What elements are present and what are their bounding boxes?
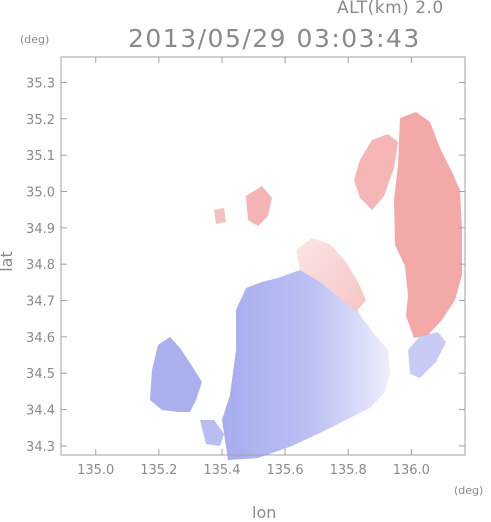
y-tick-label: 35.1 (26, 149, 55, 164)
y-tick-label: 34.7 (26, 295, 55, 310)
red-echo-north (354, 134, 398, 210)
x-tick-label: 136.0 (393, 463, 430, 478)
x-tick-label: 135.2 (140, 463, 177, 478)
timestamp: 2013/05/29 03:03:43 (128, 24, 421, 53)
y-tick-marks: 35.3 35.2 35.1 35.0 34.9 34.8 34.7 34.6 34.5 34.4… (26, 76, 465, 455)
y-tick-label: 35.0 (26, 185, 55, 200)
y-tick-label: 35.2 (26, 113, 55, 128)
red-echo-center (296, 238, 366, 312)
x-unit-label: (deg) (454, 484, 484, 497)
red-echo-small (246, 186, 272, 226)
x-tick-label: 135.8 (330, 463, 367, 478)
red-echo-crescent (394, 112, 462, 338)
y-tick-label: 34.6 (26, 331, 55, 346)
blue-echo-main (222, 268, 390, 460)
velocity-field (150, 112, 462, 460)
blue-echo-west (150, 337, 202, 412)
plot-frame (60, 56, 466, 456)
y-tick-label: 34.4 (26, 404, 55, 419)
x-tick-label: 135.0 (77, 463, 114, 478)
y-tick-label: 35.3 (26, 76, 55, 91)
y-tick-label: 34.5 (26, 367, 55, 382)
y-tick-label: 34.9 (26, 222, 55, 237)
blue-echo-east (408, 332, 446, 378)
y-tick-label: 34.3 (26, 440, 55, 455)
x-tick-marks: 135.0 135.2 135.4 135.6 135.8 136.0 (77, 57, 430, 478)
x-axis-label: lon (252, 503, 277, 522)
altitude-label: ALT(km) 2.0 (337, 0, 444, 18)
x-tick-label: 135.6 (266, 463, 303, 478)
red-echo-speck (214, 208, 226, 224)
y-unit-label: (deg) (20, 33, 50, 46)
blue-echo-patch (200, 420, 224, 446)
y-tick-label: 34.8 (26, 258, 55, 273)
x-tick-label: 135.4 (203, 463, 240, 478)
